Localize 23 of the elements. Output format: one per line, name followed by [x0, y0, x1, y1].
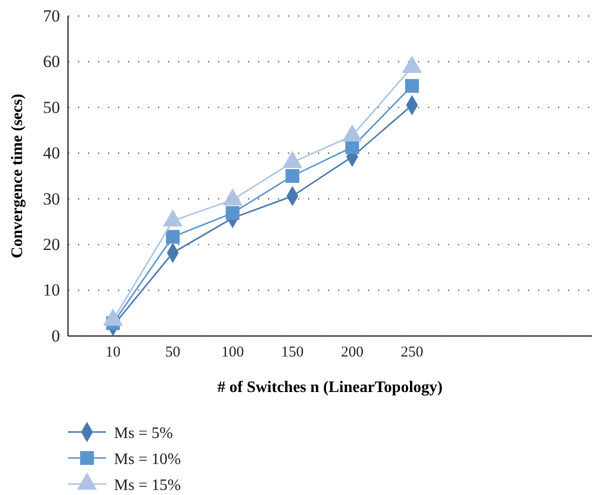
y-tick-label: 30: [43, 189, 60, 208]
x-tick-label: 10: [106, 344, 120, 361]
y-tick-label: 0: [52, 326, 60, 346]
x-tick-label: 150: [281, 344, 304, 361]
legend-label: Ms = 5%: [114, 425, 173, 442]
point: [405, 79, 419, 93]
x-tick-label: 50: [165, 344, 180, 361]
point: [286, 169, 300, 183]
y-tick-label: 20: [43, 235, 60, 254]
legend-label: Ms = 15%: [114, 477, 181, 494]
x-axis-title: # of Switches n (LinearTopology): [217, 379, 443, 396]
y-tick-label: 60: [43, 52, 60, 72]
y-tick-label: 70: [43, 6, 60, 26]
y-axis-title: Convergence time (secs): [9, 94, 26, 258]
point: [166, 230, 180, 244]
y-tick-label: 10: [43, 280, 60, 300]
x-tick-label: 200: [340, 344, 364, 361]
y-tick-label: 40: [43, 144, 60, 163]
x-tick-label: 100: [221, 344, 244, 361]
legend-label: Ms = 10%: [114, 451, 181, 468]
y-tick-label: 50: [43, 98, 60, 117]
point: [226, 206, 240, 220]
x-tick-label: 250: [400, 344, 424, 361]
